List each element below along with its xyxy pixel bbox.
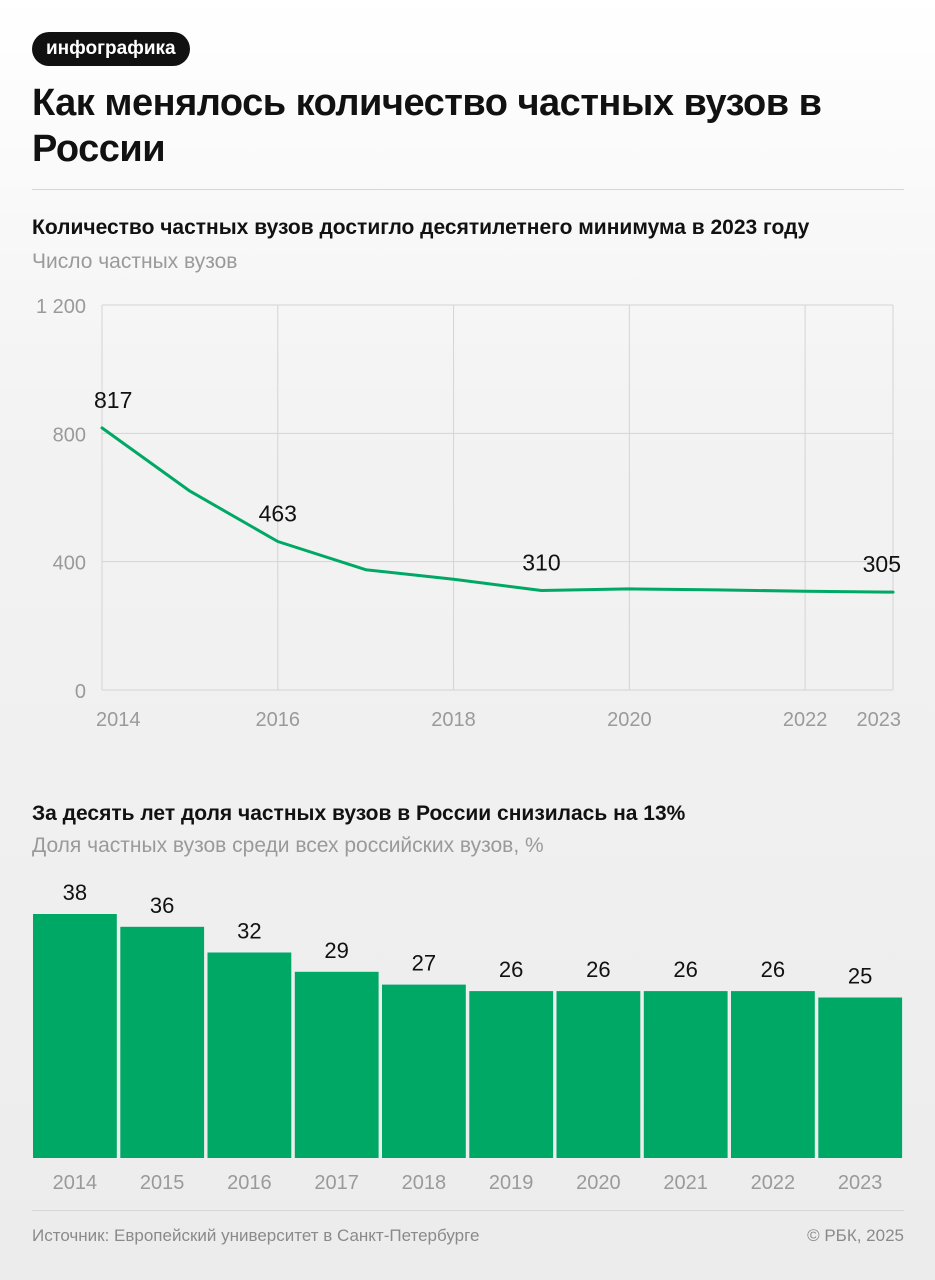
x-tick-label: 2018 <box>431 709 476 731</box>
bar <box>382 984 466 1158</box>
source-note: Источник: Европейский университет в Санк… <box>32 1226 480 1245</box>
bar-chart-ylabel: Доля частных вузов среди всех российских… <box>32 834 544 857</box>
x-tick-label: 2018 <box>402 1172 447 1194</box>
bar-value-label: 26 <box>673 957 697 982</box>
top-divider <box>32 189 904 190</box>
x-tick-label: 2022 <box>751 1172 796 1194</box>
x-tick-label: 2016 <box>256 709 301 731</box>
x-tick-label: 2014 <box>53 1172 98 1194</box>
line-chart: 0 400 800 1 200 2014 2016 2018 2020 2022 2023 817 4… <box>36 296 902 731</box>
x-tick-label: 2019 <box>489 1172 534 1194</box>
bar <box>207 952 292 1158</box>
y-tick-label: 800 <box>53 424 86 446</box>
bar-value-label: 38 <box>63 880 87 905</box>
data-label: 310 <box>522 550 560 576</box>
x-tick-label: 2022 <box>783 709 828 731</box>
bar <box>818 997 903 1158</box>
y-tick-label: 0 <box>75 681 86 703</box>
y-tick-label: 1 200 <box>36 296 86 318</box>
bar <box>643 991 728 1158</box>
data-label: 817 <box>94 387 132 413</box>
bar-chart-title: За десять лет доля частных вузов в Росси… <box>32 802 686 825</box>
page-title: Как менялось количество частных вузов в … <box>32 82 822 170</box>
line-chart-title: Количество частных вузов достигло десяти… <box>32 216 810 239</box>
line-chart-ylabel: Число частных вузов <box>32 250 238 273</box>
x-tick-label: 2017 <box>314 1172 359 1194</box>
infographic-badge: инфографика <box>32 32 190 66</box>
x-tick-label: 2021 <box>663 1172 708 1194</box>
series-line <box>100 426 895 594</box>
x-tick-label: 2023 <box>857 709 902 731</box>
bar-value-label: 32 <box>237 919 261 944</box>
bar-value-label: 26 <box>761 957 785 982</box>
bar <box>294 971 379 1158</box>
x-tick-label: 2016 <box>227 1172 272 1194</box>
bar-value-label: 26 <box>586 957 610 982</box>
bar-value-label: 36 <box>150 893 174 918</box>
bar-chart: 38 2014 36 2015 32 2016 29 2017 27 2018 26 2019 26 20… <box>33 880 903 1194</box>
bar <box>469 991 554 1158</box>
bar <box>556 991 641 1158</box>
bar <box>731 991 815 1158</box>
x-tick-label: 2015 <box>140 1172 185 1194</box>
y-tick-label: 400 <box>53 553 86 575</box>
data-label: 305 <box>863 551 901 577</box>
bottom-divider <box>32 1210 904 1211</box>
x-tick-label: 2023 <box>838 1172 883 1194</box>
bar-value-label: 25 <box>848 964 872 989</box>
bar-value-label: 27 <box>412 951 436 976</box>
bar-value-label: 29 <box>324 938 348 963</box>
copyright: © РБК, 2025 <box>807 1226 904 1245</box>
bar <box>120 926 205 1158</box>
data-label: 463 <box>259 500 297 526</box>
x-tick-label: 2020 <box>607 709 652 731</box>
bar-value-label: 26 <box>499 957 523 982</box>
x-tick-label: 2014 <box>96 709 141 731</box>
bar <box>33 914 117 1158</box>
x-tick-label: 2020 <box>576 1172 621 1194</box>
